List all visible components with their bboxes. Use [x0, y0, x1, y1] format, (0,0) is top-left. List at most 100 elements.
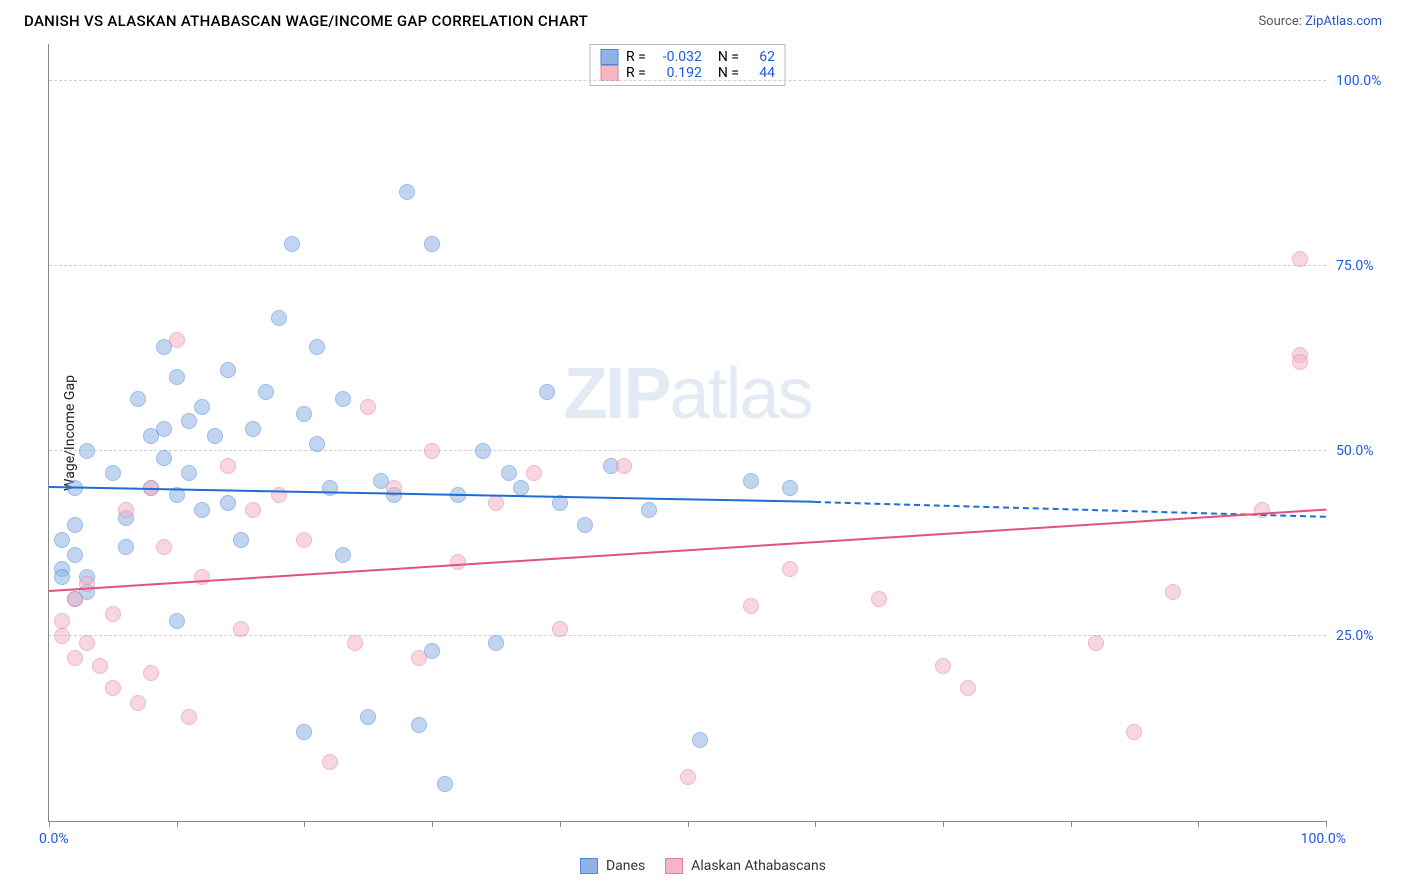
data-point [782, 561, 798, 577]
data-point [501, 465, 517, 481]
data-point [411, 650, 427, 666]
data-point [322, 754, 338, 770]
data-point [194, 399, 210, 415]
data-point [360, 709, 376, 725]
data-point [1292, 354, 1308, 370]
data-point [181, 465, 197, 481]
data-point [220, 495, 236, 511]
y-tick-label: 25.0% [1336, 628, 1396, 644]
legend-swatch [580, 858, 598, 874]
data-point [309, 436, 325, 452]
data-point [118, 539, 134, 555]
x-tick [815, 821, 816, 827]
data-point [92, 658, 108, 674]
data-point [1088, 635, 1104, 651]
data-point [488, 635, 504, 651]
data-point [118, 502, 134, 518]
data-point [156, 450, 172, 466]
y-tick-label: 100.0% [1336, 73, 1396, 89]
bottom-legend: DanesAlaskan Athabascans [580, 858, 826, 874]
gridline [49, 450, 1326, 451]
data-point [79, 443, 95, 459]
data-point [424, 236, 440, 252]
x-tick [1071, 821, 1072, 827]
data-point [156, 421, 172, 437]
data-point [169, 332, 185, 348]
trend-line [49, 486, 815, 503]
data-point [54, 569, 70, 585]
data-point [130, 391, 146, 407]
data-point [475, 443, 491, 459]
data-point [67, 650, 83, 666]
data-point [743, 598, 759, 614]
data-point [220, 362, 236, 378]
source-link[interactable]: ZipAtlas.com [1305, 14, 1382, 29]
data-point [54, 532, 70, 548]
data-point [169, 369, 185, 385]
data-point [680, 769, 696, 785]
legend-swatch [600, 65, 618, 81]
data-point [296, 406, 312, 422]
data-point [181, 709, 197, 725]
x-tick [432, 821, 433, 827]
data-point [935, 658, 951, 674]
data-point [284, 236, 300, 252]
data-point [488, 495, 504, 511]
x-tick [1326, 821, 1327, 827]
gridline [49, 265, 1326, 266]
data-point [641, 502, 657, 518]
data-point [296, 724, 312, 740]
trend-line [49, 508, 1326, 591]
data-point [347, 635, 363, 651]
x-tick [49, 821, 50, 827]
data-point [450, 554, 466, 570]
data-point [411, 717, 427, 733]
data-point [1165, 584, 1181, 600]
data-point [271, 310, 287, 326]
bottom-legend-item: Alaskan Athabascans [665, 858, 826, 874]
chart-container: Wage/Income Gap ZIPatlas R =-0.032N =62R… [48, 44, 1326, 822]
data-point [54, 613, 70, 629]
chart-title: DANISH VS ALASKAN ATHABASCAN WAGE/INCOME… [24, 12, 588, 30]
data-point [309, 339, 325, 355]
data-point [169, 613, 185, 629]
data-point [692, 732, 708, 748]
data-point [335, 391, 351, 407]
data-point [513, 480, 529, 496]
data-point [143, 665, 159, 681]
data-point [424, 443, 440, 459]
data-point [220, 458, 236, 474]
data-point [105, 680, 121, 696]
data-point [296, 532, 312, 548]
gridline [49, 80, 1326, 81]
data-point [743, 473, 759, 489]
data-point [1126, 724, 1142, 740]
data-point [399, 184, 415, 200]
data-point [130, 695, 146, 711]
data-point [335, 547, 351, 563]
data-point [194, 502, 210, 518]
data-point [960, 680, 976, 696]
data-point [156, 539, 172, 555]
legend-swatch [665, 858, 683, 874]
legend-swatch [600, 49, 618, 65]
data-point [233, 532, 249, 548]
plot-area: ZIPatlas R =-0.032N =62R =0.192N =44 0.0… [48, 44, 1326, 822]
legend-row: R =-0.032N =62 [600, 49, 775, 65]
data-point [245, 421, 261, 437]
header: DANISH VS ALASKAN ATHABASCAN WAGE/INCOME… [0, 0, 1406, 38]
x-axis-min-label: 0.0% [39, 831, 69, 847]
data-point [233, 621, 249, 637]
data-point [782, 480, 798, 496]
data-point [322, 480, 338, 496]
data-point [181, 413, 197, 429]
data-point [539, 384, 555, 400]
data-point [54, 628, 70, 644]
x-tick [943, 821, 944, 827]
data-point [245, 502, 261, 518]
data-point [258, 384, 274, 400]
x-tick [304, 821, 305, 827]
x-axis-max-label: 100.0% [1301, 831, 1346, 847]
data-point [79, 635, 95, 651]
data-point [67, 591, 83, 607]
